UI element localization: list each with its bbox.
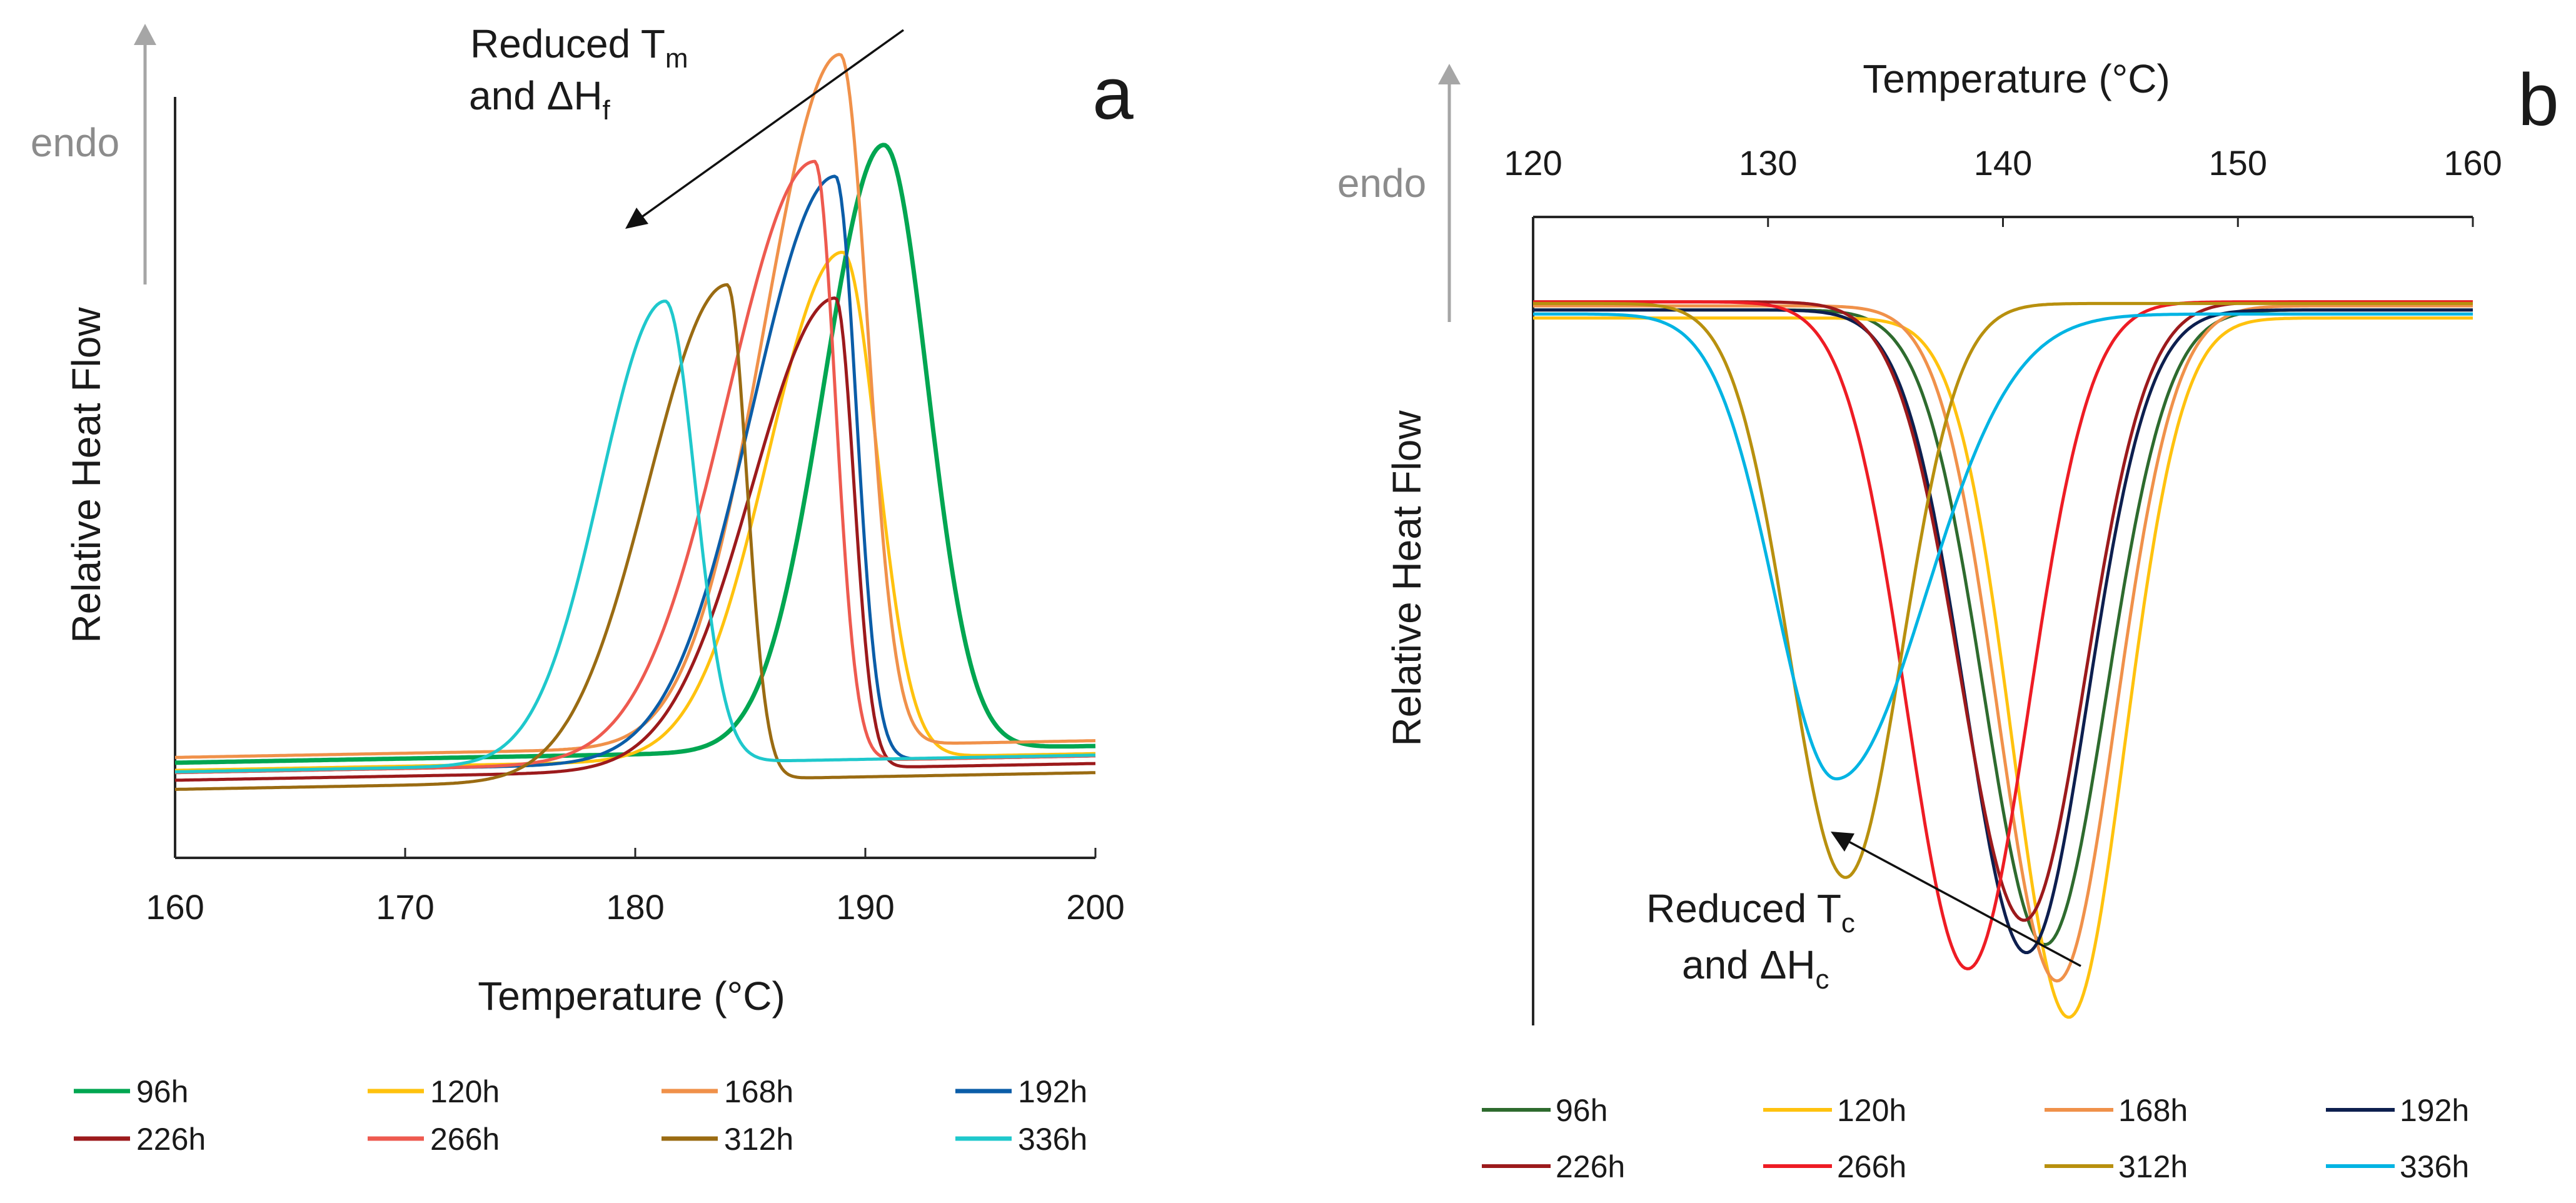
panel-a-annotation-sub1: m xyxy=(665,43,688,74)
panel-a-legend-label: 266h xyxy=(430,1122,500,1157)
panel-a-x-tick-label: 190 xyxy=(836,887,894,927)
panel-a-annotation-line2: and ΔHf xyxy=(469,73,611,126)
panel-b-legend-item: 336h xyxy=(2326,1149,2469,1184)
panel-a-series-168h xyxy=(174,53,1095,759)
panel-a-series-192h xyxy=(174,174,1096,775)
panel-a-legend-label: 336h xyxy=(1018,1122,1087,1157)
panel-a-series-96h xyxy=(174,143,1096,765)
panel-a-y-axis-title: Relative Heat Flow xyxy=(64,307,109,643)
panel-b-legend-label: 192h xyxy=(2400,1093,2469,1128)
panel-a-annotation-line2-text: and ΔH xyxy=(469,73,603,118)
panel-b-legend-label: 312h xyxy=(2118,1149,2188,1184)
panel-b-annotation-main: Reduced T xyxy=(1646,886,1841,931)
panel-a-legend-item: 226h xyxy=(74,1122,206,1157)
panel-a-annotation-line1: Reduced Tm xyxy=(470,21,688,74)
panel-b-annotation-arrow xyxy=(1847,840,2081,967)
panel-a-legend-item: 96h xyxy=(74,1074,188,1109)
panel-a-annotation-sub2: f xyxy=(603,95,611,126)
panel-a-annotation-main: Reduced T xyxy=(470,21,665,66)
panel-a-legend: 96h 120h 168h 192h 226h 266h 312h 336h xyxy=(74,1074,1087,1157)
panel-a-legend-item: 312h xyxy=(662,1122,793,1157)
panel-b-annotation-line1: Reduced Tc xyxy=(1646,886,1855,939)
panel-b-chart: endo Relative Heat Flow Temperature (°C)… xyxy=(1337,56,2559,1184)
panel-b-annotation-line2: and ΔHc xyxy=(1682,942,1829,995)
panel-b-series-266h xyxy=(1533,300,2473,970)
panel-b-legend-label: 96h xyxy=(1556,1093,1607,1128)
panel-b-annotation-sub1: c xyxy=(1841,908,1855,939)
panel-a-legend-item: 168h xyxy=(662,1074,793,1109)
panel-b-x-tick-label: 120 xyxy=(1504,143,1562,183)
panel-b-y-axis-title: Relative Heat Flow xyxy=(1384,410,1429,747)
panel-a-series-226h xyxy=(174,296,1096,782)
panel-b-x-tick-label: 150 xyxy=(2209,143,2267,183)
panel-a-x-tick-label: 180 xyxy=(606,887,664,927)
panel-a-endo-arrowhead xyxy=(134,24,156,45)
panel-b-series-168h xyxy=(1533,304,2473,983)
panel-a-chart: endo Relative Heat Flow 160 170 180 190 200 … xyxy=(31,21,1134,1157)
panel-b-legend-label: 168h xyxy=(2118,1093,2188,1128)
panel-a-legend-label: 192h xyxy=(1018,1074,1087,1109)
panel-a-legend-item: 120h xyxy=(368,1074,500,1109)
panel-a-annotation-arrow xyxy=(640,29,905,219)
panel-b-legend-label: 226h xyxy=(1556,1149,1625,1184)
panel-b-legend-label: 120h xyxy=(1837,1093,1906,1128)
panel-b-legend-item: 120h xyxy=(1763,1093,1906,1128)
panel-b-series-336h xyxy=(1533,312,2473,781)
panel-a-annotation-arrowhead xyxy=(625,208,648,229)
panel-b-x-tick-label: 160 xyxy=(2443,143,2502,183)
panel-a-legend-label: 96h xyxy=(136,1074,188,1109)
panel-a-legend-item: 336h xyxy=(955,1122,1087,1157)
panel-b-series-120h xyxy=(1533,316,2473,1019)
panel-b-series-192h xyxy=(1533,308,2473,954)
panel-b-legend-item: 168h xyxy=(2045,1093,2188,1128)
panel-a-legend-label: 226h xyxy=(136,1122,206,1157)
panel-b-legend: 96h 120h 168h 192h 226h 266h 312h 336h xyxy=(1482,1093,2469,1184)
panel-a-x-tick-label: 160 xyxy=(146,887,204,927)
panel-a-legend-label: 312h xyxy=(724,1122,793,1157)
panel-b-annotation-line2-text: and ΔH xyxy=(1682,942,1816,987)
panel-b-legend-item: 312h xyxy=(2045,1149,2188,1184)
panel-a-x-tick-label: 200 xyxy=(1066,887,1124,927)
panel-a-legend-label: 168h xyxy=(724,1074,793,1109)
panel-b-x-tick-label: 130 xyxy=(1739,143,1797,183)
panel-a-x-tick-label: 170 xyxy=(376,887,434,927)
panel-a-series-266h xyxy=(174,159,1096,775)
panel-b-endo-arrowhead xyxy=(1438,64,1461,84)
panel-b-annotation-arrowhead xyxy=(1831,832,1854,852)
panel-a-series-312h xyxy=(174,283,1096,791)
panel-b-legend-label: 336h xyxy=(2400,1149,2469,1184)
panel-a-series-336h xyxy=(174,299,1096,773)
panel-b-series-96h xyxy=(1533,308,2473,947)
panel-b-legend-item: 96h xyxy=(1482,1093,1607,1128)
panel-b-annotation-sub2: c xyxy=(1816,964,1829,995)
panel-b-series-312h xyxy=(1533,301,2473,879)
panel-b-x-axis-title: Temperature (°C) xyxy=(1863,56,2170,101)
panel-b-legend-label: 266h xyxy=(1837,1149,1906,1184)
panel-a-legend-item: 192h xyxy=(955,1074,1087,1109)
panel-b-label: b xyxy=(2518,59,2559,141)
panel-a-legend-item: 266h xyxy=(368,1122,500,1157)
panel-b-x-tick-label: 140 xyxy=(1974,143,2032,183)
panel-b-legend-item: 226h xyxy=(1482,1149,1625,1184)
panel-a-endo-label: endo xyxy=(31,120,119,165)
panel-b-endo-label: endo xyxy=(1337,161,1426,206)
panel-a-label: a xyxy=(1092,53,1134,135)
panel-a-x-axis-title: Temperature (°C) xyxy=(478,974,785,1019)
panel-b-legend-item: 266h xyxy=(1763,1149,1906,1184)
panel-b-legend-item: 192h xyxy=(2326,1093,2469,1128)
panel-a-legend-label: 120h xyxy=(430,1074,500,1109)
